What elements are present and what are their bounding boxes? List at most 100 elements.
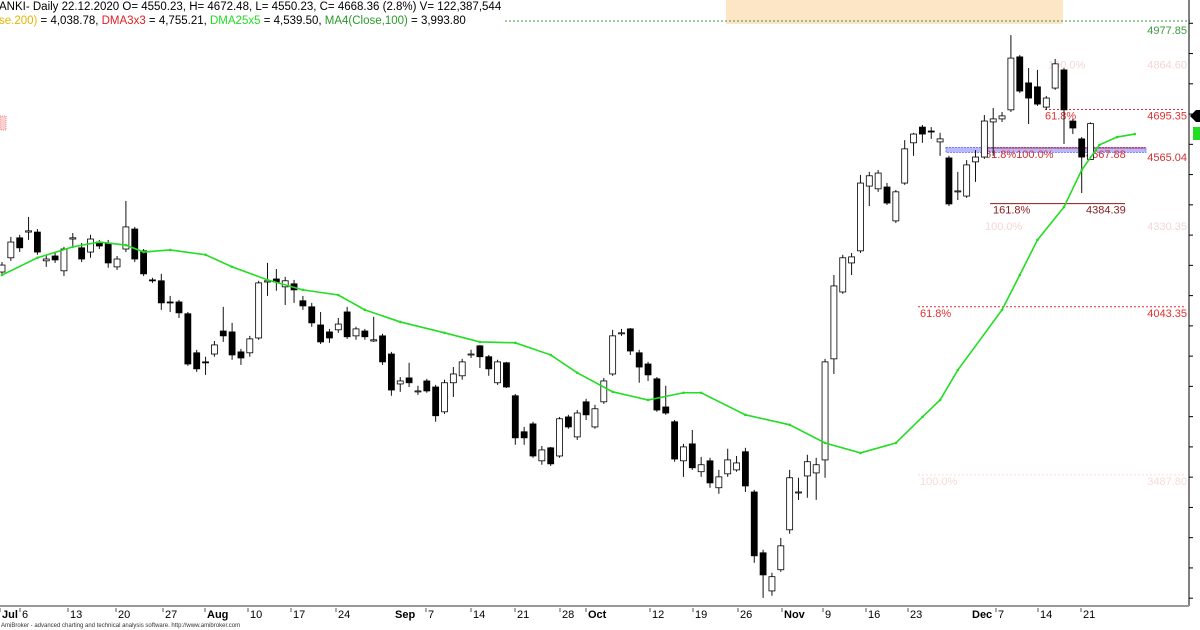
candle [290,279,298,303]
candle [157,273,165,310]
candle-body-up [839,257,847,293]
candle-body-up [591,408,599,428]
ma-point [744,413,747,417]
candle [812,457,820,500]
candle-body-up [980,120,988,158]
ma-point [956,368,960,372]
candle-body-up [573,412,581,438]
candle-body-up [803,461,811,477]
indicator-4-name: MA4(Close,100) [325,15,408,27]
ma-point [98,240,101,244]
candle-body-down [1069,120,1077,129]
candle [184,311,192,366]
candle-body-up [786,477,794,531]
candle-body-up [733,462,740,471]
candle-body-up [255,282,263,339]
candle [352,326,360,340]
x-tick-label: Oct [588,609,607,621]
candle [556,416,563,458]
x-tick-label: Dec [972,609,992,621]
candle-body-down [131,228,139,260]
candle-body-down [626,328,634,352]
candle [334,318,342,333]
y-axis-ticks [1189,22,1193,599]
ma-line-group [0,132,1137,455]
ma-point [266,278,269,282]
candle-body-down [653,378,661,411]
candle-body-down [237,351,245,359]
candle [414,385,422,395]
candle [795,477,802,500]
candle [210,340,218,357]
candle [777,537,785,572]
candle-body-down [166,301,174,304]
ma-point [823,441,827,445]
candle-body-down [184,313,192,365]
candle-body-up [246,338,254,354]
candle [246,335,254,357]
candle [715,469,723,494]
candle-body-up [1087,123,1094,160]
candle [78,242,86,263]
candle-body-down [688,443,696,469]
candle [724,448,732,477]
level-value-label: 4695.35 [1147,110,1187,122]
candle [122,200,130,253]
candle-body-down [706,460,714,484]
candle [202,356,209,375]
ma-point [478,340,482,344]
candle-body-up [821,361,829,461]
candle-body-up [954,190,962,193]
candle [1078,137,1086,194]
candle [573,409,581,440]
candle [370,316,378,342]
ma-point [894,441,898,445]
candle [1034,69,1041,106]
candle-body-up [680,446,687,462]
candle-body-up [972,156,979,163]
ma-point [124,243,128,247]
candle [175,299,183,319]
candle-body-down [361,330,369,338]
candle [945,155,953,207]
x-tick-label: 28 [562,609,574,621]
candle [396,377,404,392]
candle-body-down [945,157,953,205]
candle [34,229,41,255]
candle [547,446,555,466]
candle [910,132,917,156]
candle [803,454,811,498]
indicator-2-name: DMA3x3 [102,15,146,27]
candle [529,421,537,458]
candle [228,322,236,360]
x-tick-label: 24 [338,609,350,621]
x-tick-label: 23 [910,609,922,621]
indicator-4-value: = 3,993.80 [408,15,466,27]
candle-body-up [7,241,15,259]
x-tick-label: 6 [22,609,28,621]
x-tick-label: 27 [165,609,177,621]
candle [1069,118,1077,135]
candle-body-down [423,380,431,392]
candle-body-up [901,148,909,184]
candle-body-down [750,491,758,557]
candle [149,277,156,283]
candle-body-up [556,418,563,457]
candle [1087,122,1094,160]
candle-body-down [104,242,112,264]
candle [972,150,979,182]
candle [0,262,6,276]
candle [441,379,448,414]
candle [520,426,528,445]
indicator-1-name: se.200) [0,15,38,27]
candle [671,419,678,462]
candle [618,328,625,336]
indicator-3-name: DMA25x5 [210,15,261,27]
candle [42,254,50,267]
candle-body-down [565,416,572,428]
candle-body-up [848,256,855,264]
candle-body-up [768,576,776,592]
candle [742,447,749,492]
candle [299,295,307,310]
